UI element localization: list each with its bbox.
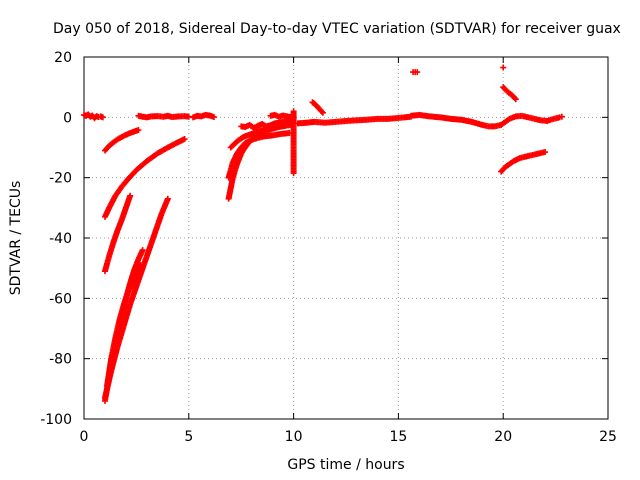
x-tick-label: 10 bbox=[285, 429, 303, 445]
grid bbox=[84, 57, 608, 419]
series-baseline-15.6-19.9 bbox=[407, 111, 505, 130]
x-tick-label: 25 bbox=[599, 429, 617, 445]
series-isolated-20.0 bbox=[500, 64, 507, 71]
series-baseline-19.9-22.8 bbox=[498, 112, 565, 128]
data-point bbox=[558, 113, 565, 120]
series-baseline-8.9-9.9 bbox=[267, 111, 295, 121]
series-isolated-15.8 bbox=[410, 69, 421, 76]
y-tick-label: -100 bbox=[40, 412, 72, 428]
data-point bbox=[164, 195, 171, 202]
data-point bbox=[500, 64, 507, 71]
y-tick-label: -20 bbox=[49, 171, 72, 187]
series-baseline-0.0-0.9 bbox=[81, 111, 106, 122]
axis-ticks: 0 5 10 15 20 25 -100 -80 -60 -40 -20 0 20 bbox=[40, 50, 617, 445]
data-point bbox=[99, 114, 106, 121]
series-arc-B bbox=[101, 136, 188, 220]
data-point bbox=[127, 192, 134, 199]
series-baseline-5.2-6.2 bbox=[189, 111, 217, 121]
series-arc-L bbox=[498, 149, 549, 175]
y-tick-label: 0 bbox=[63, 110, 72, 126]
y-tick-label: -80 bbox=[49, 352, 72, 368]
data-point bbox=[210, 114, 217, 121]
series-arc-H bbox=[225, 130, 293, 181]
series-arc-C bbox=[101, 192, 134, 275]
series-arc-A bbox=[101, 127, 142, 154]
x-tick-label: 5 bbox=[184, 429, 193, 445]
series-isolated-10.0 bbox=[290, 108, 297, 177]
data-point bbox=[414, 69, 421, 76]
x-tick-label: 0 bbox=[80, 429, 89, 445]
plot-frame bbox=[83, 56, 609, 420]
data-point bbox=[139, 247, 146, 254]
data-point bbox=[542, 149, 549, 156]
y-tick-label: 20 bbox=[54, 50, 72, 66]
x-tick-label: 20 bbox=[494, 429, 512, 445]
y-tick-label: -40 bbox=[49, 231, 72, 247]
data-point bbox=[511, 95, 518, 102]
data-point bbox=[137, 262, 144, 269]
data-point bbox=[319, 109, 326, 116]
data-point bbox=[512, 96, 519, 103]
x-tick-label: 15 bbox=[389, 429, 407, 445]
y-tick-label: -60 bbox=[49, 291, 72, 307]
series-arc-F bbox=[104, 262, 144, 389]
data-points bbox=[81, 64, 565, 404]
data-point bbox=[135, 127, 142, 134]
series-arc-J bbox=[309, 99, 326, 116]
series-baseline-2.6-5.0 bbox=[135, 112, 192, 121]
chart-title: Day 050 of 2018, Sidereal Day-to-day VTE… bbox=[53, 21, 621, 37]
data-point bbox=[318, 108, 325, 115]
series-baseline-10.2-15.6 bbox=[294, 113, 414, 127]
data-point bbox=[181, 136, 188, 143]
data-point bbox=[290, 170, 297, 177]
x-axis-label: GPS time / hours bbox=[287, 457, 404, 473]
y-axis-label: SDTVAR / TECUs bbox=[8, 181, 24, 296]
series-cluster-7.5-9.9 bbox=[238, 117, 295, 131]
series-arc-K bbox=[500, 84, 519, 103]
